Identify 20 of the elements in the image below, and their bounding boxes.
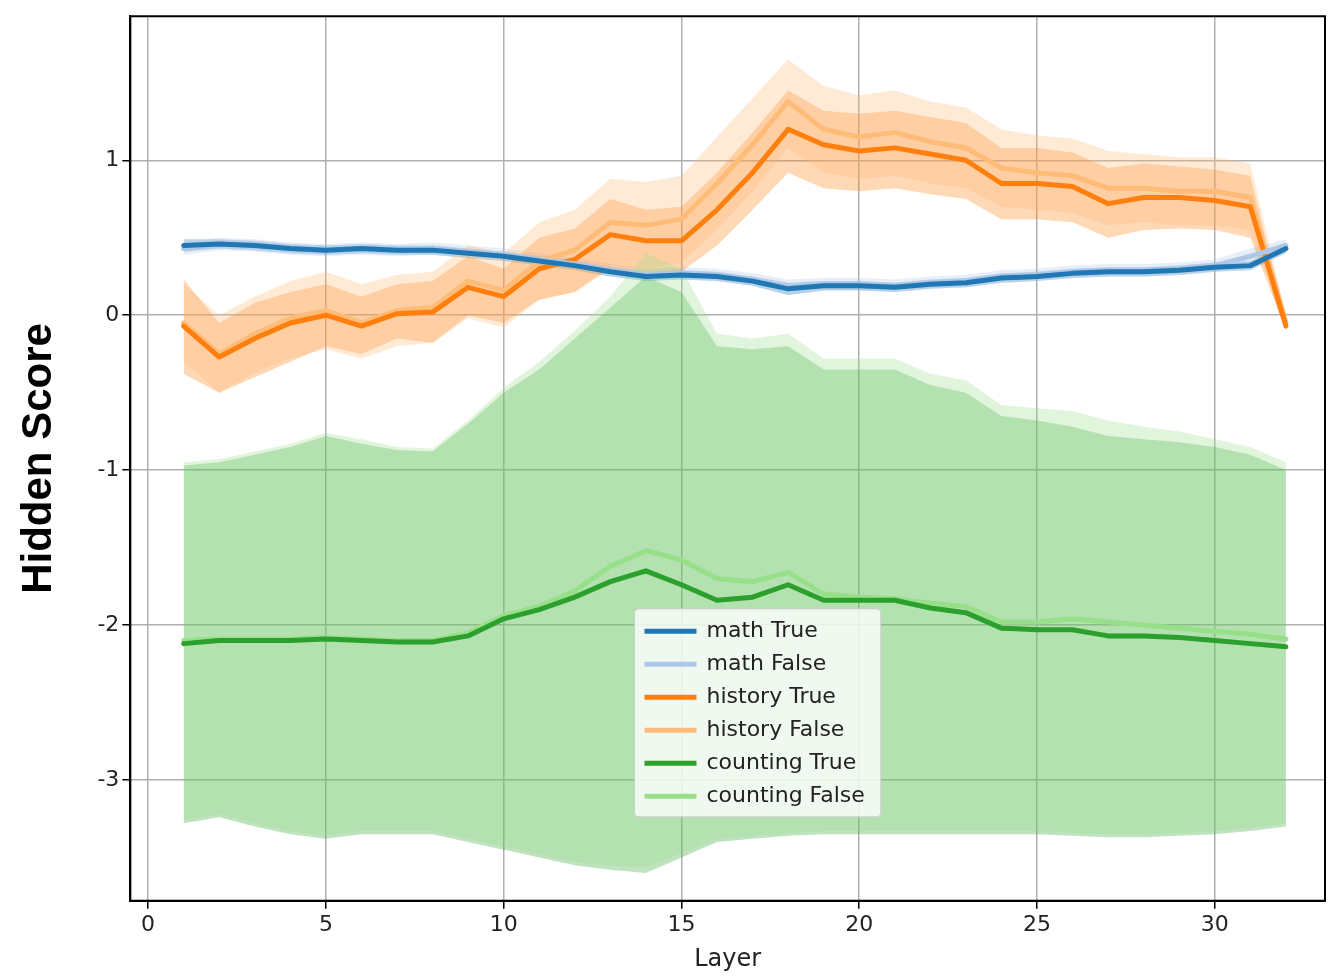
x-tick-label: 15: [667, 910, 696, 936]
legend-label: history False: [706, 716, 845, 742]
legend-label: counting False: [706, 782, 865, 808]
x-tick-label: 30: [1200, 910, 1229, 936]
x-axis-title: Layer: [694, 943, 762, 972]
x-tick-label: 20: [845, 910, 874, 936]
y-tick-label: -2: [97, 610, 120, 636]
y-tick-label: -1: [97, 455, 120, 481]
legend-label: history True: [706, 683, 836, 709]
y-tick-label: -3: [97, 765, 120, 791]
x-tick-label: 10: [489, 910, 518, 936]
x-tick-label: 0: [141, 910, 156, 936]
legend-label: counting True: [706, 749, 857, 775]
x-tick-label: 5: [318, 910, 333, 936]
x-tick-label: 25: [1023, 910, 1051, 936]
y-tick-label: 0: [105, 300, 120, 326]
legend-label: math True: [706, 617, 818, 643]
y-axis-title: Hidden Score: [12, 323, 60, 594]
legend-label: math False: [706, 650, 827, 676]
y-tick-label: 1: [105, 146, 120, 171]
